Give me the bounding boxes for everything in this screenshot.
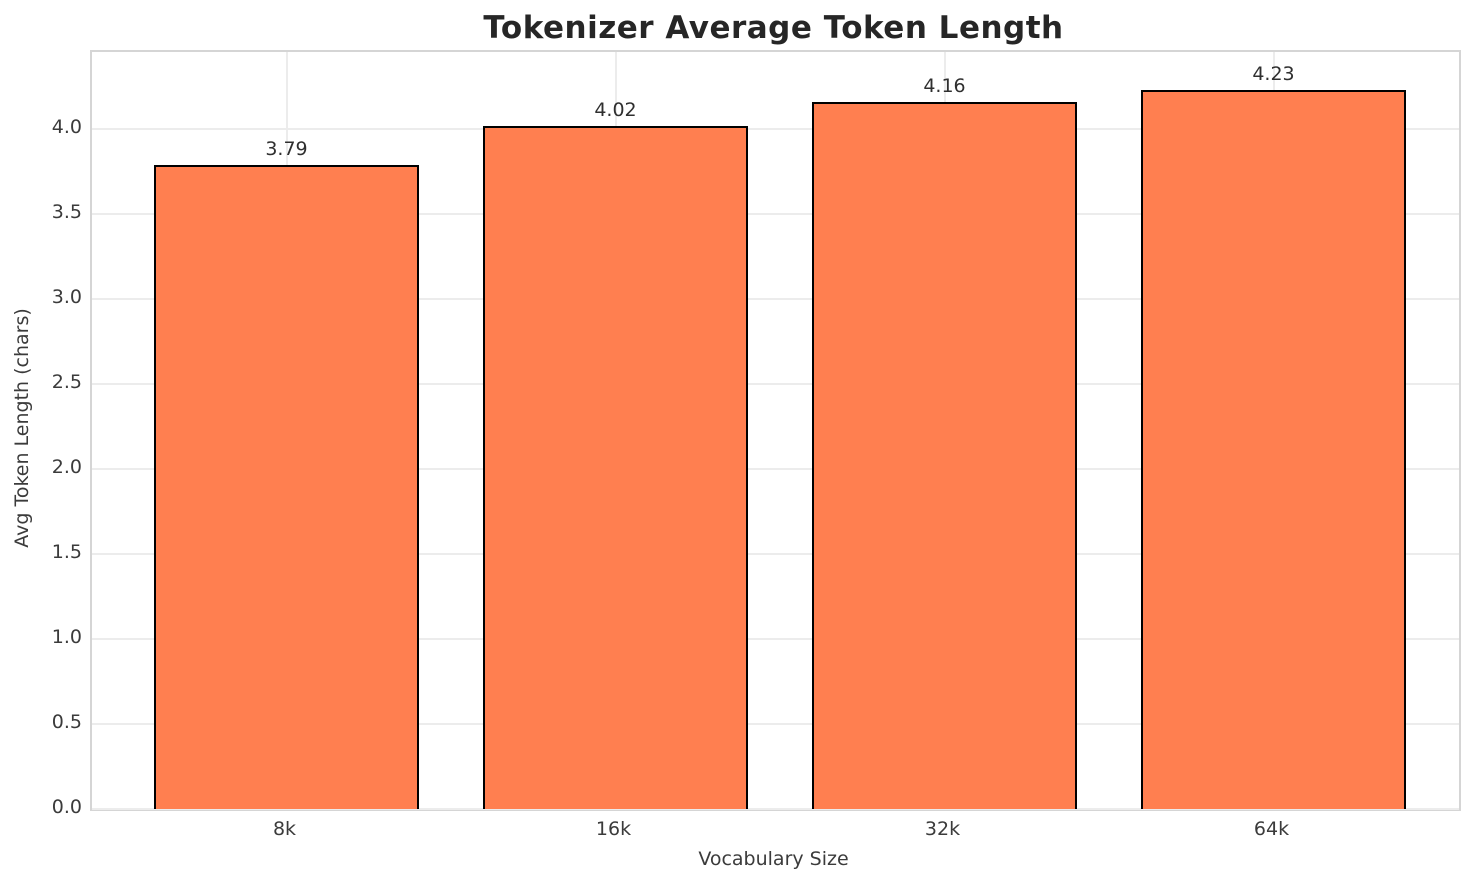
x-tick-label: 32k bbox=[924, 818, 961, 840]
y-tick-label: 0.5 bbox=[51, 711, 82, 733]
x-axis-label: Vocabulary Size bbox=[698, 848, 849, 870]
y-tick-label: 2.5 bbox=[51, 371, 82, 393]
bar-value-label: 4.23 bbox=[1252, 62, 1295, 85]
y-gridline bbox=[92, 723, 1459, 726]
y-tick-label: 2.0 bbox=[51, 456, 82, 478]
y-tick-label: 4.0 bbox=[51, 116, 82, 138]
y-tick-label: 0.0 bbox=[51, 796, 82, 818]
y-gridline bbox=[92, 128, 1459, 131]
y-gridline bbox=[92, 553, 1459, 556]
bar-8k bbox=[154, 164, 419, 809]
y-tick-label: 1.5 bbox=[51, 541, 82, 563]
chart-title: Tokenizer Average Token Length bbox=[483, 10, 1064, 46]
plot-area: 3.79 4.02 4.16 4.23 bbox=[90, 50, 1461, 811]
y-tick-label: 3.5 bbox=[51, 201, 82, 223]
bar-value-label: 4.16 bbox=[923, 74, 966, 97]
bar-32k bbox=[812, 101, 1077, 809]
y-axis-label: Avg Token Length (chars) bbox=[11, 308, 33, 548]
y-tick-label: 1.0 bbox=[51, 626, 82, 648]
y-gridline bbox=[92, 383, 1459, 386]
bar-value-label: 4.02 bbox=[594, 98, 637, 121]
bar-64k bbox=[1141, 89, 1406, 809]
x-tick-label: 64k bbox=[1253, 818, 1290, 840]
y-gridline bbox=[92, 468, 1459, 471]
bar-16k bbox=[483, 125, 748, 809]
y-gridline bbox=[92, 213, 1459, 216]
x-tick-label: 8k bbox=[272, 818, 297, 840]
x-tick-label: 16k bbox=[595, 818, 632, 840]
y-gridline bbox=[92, 808, 1459, 810]
y-gridline bbox=[92, 638, 1459, 641]
y-gridline bbox=[92, 298, 1459, 301]
y-tick-label: 3.0 bbox=[51, 286, 82, 308]
bar-value-label: 3.79 bbox=[265, 137, 308, 160]
